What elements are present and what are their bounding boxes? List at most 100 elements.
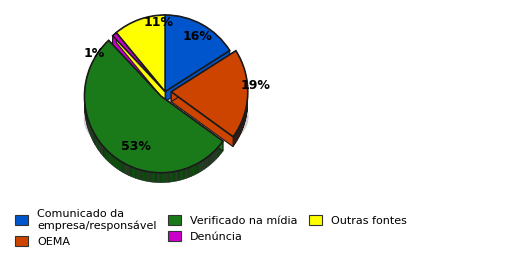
Polygon shape — [180, 17, 181, 27]
Polygon shape — [203, 25, 204, 36]
Polygon shape — [198, 23, 199, 33]
Polygon shape — [146, 171, 148, 182]
Polygon shape — [171, 172, 174, 182]
Polygon shape — [96, 54, 97, 66]
Polygon shape — [179, 170, 181, 180]
Polygon shape — [176, 171, 179, 181]
Polygon shape — [212, 31, 213, 42]
Polygon shape — [174, 16, 175, 26]
Polygon shape — [97, 52, 99, 64]
Polygon shape — [154, 16, 155, 26]
Polygon shape — [178, 16, 179, 26]
Polygon shape — [150, 16, 151, 26]
Polygon shape — [217, 36, 218, 46]
Polygon shape — [89, 123, 90, 135]
Polygon shape — [186, 167, 189, 178]
Polygon shape — [167, 15, 168, 25]
Polygon shape — [216, 35, 217, 45]
Polygon shape — [193, 20, 194, 30]
Polygon shape — [102, 145, 104, 157]
Polygon shape — [197, 22, 198, 32]
Polygon shape — [209, 29, 210, 40]
Polygon shape — [234, 135, 235, 145]
Polygon shape — [219, 38, 220, 48]
Polygon shape — [95, 135, 97, 147]
Polygon shape — [109, 40, 161, 106]
Polygon shape — [220, 143, 221, 155]
Polygon shape — [189, 166, 191, 178]
Polygon shape — [117, 159, 120, 170]
Polygon shape — [184, 17, 185, 28]
Polygon shape — [221, 141, 223, 153]
Polygon shape — [89, 68, 90, 80]
Polygon shape — [88, 70, 89, 83]
Polygon shape — [148, 17, 149, 27]
Polygon shape — [187, 18, 188, 29]
Polygon shape — [93, 59, 94, 71]
Polygon shape — [192, 20, 193, 30]
Polygon shape — [188, 19, 189, 29]
Polygon shape — [84, 88, 224, 161]
Polygon shape — [120, 161, 122, 172]
Polygon shape — [164, 15, 165, 25]
Polygon shape — [223, 41, 224, 52]
Polygon shape — [205, 158, 207, 169]
Polygon shape — [91, 63, 92, 75]
Polygon shape — [148, 172, 151, 182]
Polygon shape — [93, 132, 95, 145]
Polygon shape — [233, 136, 234, 147]
Polygon shape — [171, 94, 248, 141]
Polygon shape — [157, 15, 158, 25]
Text: 53%: 53% — [121, 140, 151, 153]
Polygon shape — [218, 37, 219, 47]
Polygon shape — [207, 28, 208, 38]
Polygon shape — [164, 173, 166, 183]
Polygon shape — [175, 16, 176, 26]
Polygon shape — [166, 15, 167, 25]
Polygon shape — [220, 39, 221, 50]
Polygon shape — [194, 21, 195, 31]
Polygon shape — [181, 169, 184, 180]
Polygon shape — [102, 46, 103, 58]
Text: 19%: 19% — [240, 79, 270, 92]
Polygon shape — [90, 65, 91, 78]
Polygon shape — [116, 74, 165, 116]
Polygon shape — [124, 163, 126, 174]
Polygon shape — [153, 172, 156, 183]
Polygon shape — [163, 15, 164, 25]
Polygon shape — [141, 170, 143, 180]
Polygon shape — [162, 15, 163, 25]
Polygon shape — [158, 15, 159, 25]
Polygon shape — [179, 16, 180, 26]
Polygon shape — [104, 147, 106, 159]
Polygon shape — [218, 145, 220, 157]
Polygon shape — [158, 173, 161, 183]
Polygon shape — [115, 158, 117, 169]
Polygon shape — [122, 162, 124, 173]
Polygon shape — [113, 156, 115, 167]
Polygon shape — [99, 141, 101, 153]
Polygon shape — [182, 17, 183, 27]
Polygon shape — [211, 31, 212, 41]
Polygon shape — [149, 17, 150, 27]
Wedge shape — [165, 15, 230, 92]
Polygon shape — [198, 162, 200, 173]
Polygon shape — [165, 51, 230, 101]
Polygon shape — [216, 147, 218, 159]
Polygon shape — [88, 121, 89, 133]
Polygon shape — [200, 24, 201, 34]
Polygon shape — [159, 15, 160, 25]
Polygon shape — [200, 161, 203, 172]
Polygon shape — [112, 84, 165, 116]
Polygon shape — [151, 16, 152, 26]
Polygon shape — [201, 24, 202, 34]
Polygon shape — [211, 153, 213, 164]
Polygon shape — [209, 154, 211, 166]
Polygon shape — [99, 50, 100, 62]
Polygon shape — [155, 16, 156, 26]
Polygon shape — [185, 18, 186, 28]
Polygon shape — [191, 20, 192, 30]
Polygon shape — [113, 36, 165, 101]
Polygon shape — [109, 153, 111, 164]
Wedge shape — [84, 40, 223, 173]
